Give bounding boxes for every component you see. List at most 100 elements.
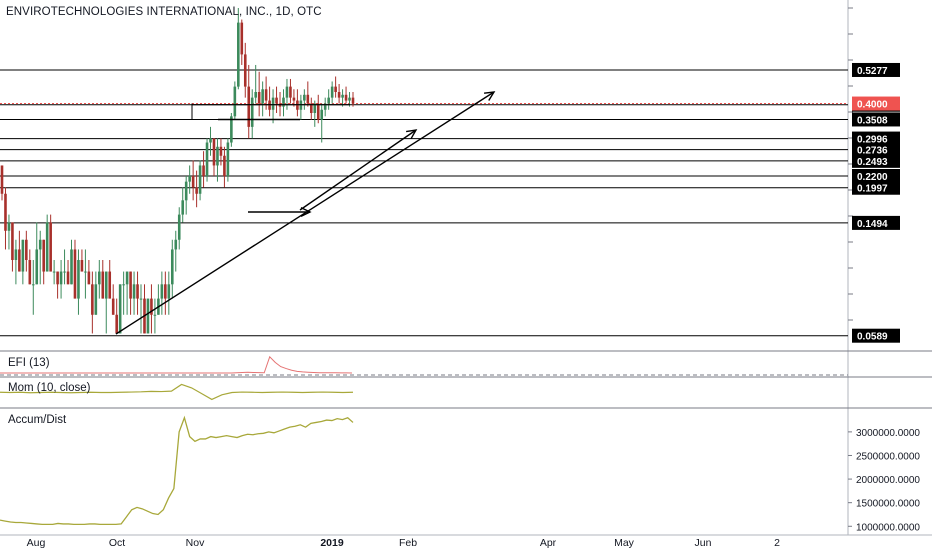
x-axis-tick-label: Jun (695, 537, 712, 549)
current-price-text: 0.4000 (857, 100, 888, 111)
candle-body (52, 271, 56, 273)
x-axis-tick-label: Aug (27, 537, 46, 549)
candle-body (146, 298, 150, 334)
price-label-text: 0.1494 (857, 219, 888, 230)
candle-body (219, 146, 223, 156)
candle-body (111, 298, 115, 315)
candle-body (18, 249, 21, 272)
candle-body (56, 271, 59, 285)
candle-body (59, 271, 63, 285)
candle-body (66, 271, 70, 285)
price-label-text: 0.2736 (857, 146, 888, 157)
arrow-head (406, 129, 418, 140)
candle-body (351, 97, 355, 104)
candle-body (150, 298, 153, 315)
candle-body (4, 193, 7, 231)
x-axis-tick-label: May (614, 537, 635, 549)
candle-body (337, 92, 341, 98)
candle-body (63, 271, 66, 273)
price-label-box (852, 328, 900, 343)
candle-body (132, 284, 136, 299)
candle-body (254, 92, 257, 98)
price-level-label: 0.1997 (852, 180, 900, 195)
arrow-head (483, 91, 496, 101)
candle-body (73, 249, 77, 299)
candle-body (177, 214, 181, 240)
ad-axis-tick-label: 2000000.0000 (856, 475, 920, 486)
candle-body (289, 86, 292, 98)
price-label-box (852, 215, 900, 230)
candle-body (198, 165, 202, 194)
arrow-shaft (115, 91, 495, 335)
price-label-box (852, 180, 900, 195)
candle-body (160, 284, 164, 299)
candle-body (348, 97, 351, 101)
candle-body (237, 22, 240, 87)
ad-axis-tick-label: 2500000.0000 (856, 451, 920, 462)
price-label-box (852, 62, 900, 77)
candle-body (250, 97, 254, 127)
candle-body (87, 271, 91, 285)
candle-body (91, 284, 94, 315)
candle-body (327, 97, 330, 104)
efi-line (160, 355, 353, 374)
x-axis-tick-label: 2019 (320, 537, 344, 549)
current-price-label: 0.4000 (852, 96, 900, 111)
candle-body (282, 97, 285, 107)
candle-body (226, 142, 230, 176)
candle-body (285, 86, 289, 98)
candle-body (11, 222, 14, 260)
candle-body (292, 97, 296, 101)
candle-body (240, 22, 244, 55)
candle-body (223, 155, 226, 176)
price-label-text: 0.0589 (857, 332, 888, 343)
price-level-label: 0.3508 (852, 112, 900, 127)
x-axis-tick-label: 2 (774, 537, 780, 549)
candle-body (209, 138, 212, 143)
candle-body (38, 239, 42, 250)
candle-body (313, 103, 317, 113)
trend-arrow-long (115, 91, 496, 335)
candle-body (309, 103, 313, 113)
candle-body (243, 54, 247, 87)
price-label-box (852, 169, 900, 183)
candle-body (181, 200, 185, 215)
price-label-box (852, 142, 900, 157)
price-label-text: 0.2200 (857, 172, 888, 183)
x-axis-tick-label: Nov (186, 537, 205, 549)
trend-arrow-short (299, 129, 418, 211)
candle-body (0, 165, 4, 194)
candle-body (334, 86, 337, 92)
x-axis-tick-label: Apr (540, 537, 557, 549)
candle-body (195, 187, 198, 194)
candle-body (320, 109, 324, 120)
candle-body (257, 92, 261, 104)
candle-body (104, 271, 108, 299)
candle-body (129, 271, 132, 299)
candle-body (275, 97, 278, 104)
candle-body (45, 222, 49, 272)
candle-body (118, 284, 122, 334)
candle-body (31, 284, 35, 286)
candle-body (261, 89, 264, 104)
candle-body (316, 103, 320, 120)
price-level-label: 0.5277 (852, 62, 900, 77)
price-label-text: 0.1997 (857, 184, 888, 195)
candle-body (94, 284, 98, 315)
price-level-label: 0.2493 (852, 153, 900, 168)
ad-axis-tick-label: 3000000.0000 (856, 428, 920, 439)
candle-body (164, 284, 167, 299)
candle-body (122, 284, 125, 286)
candle-body (170, 249, 174, 285)
arrow-shaft (299, 129, 417, 211)
price-label-text: 0.2493 (857, 157, 888, 168)
price-level-label: 0.0589 (852, 328, 900, 343)
candle-body (202, 165, 205, 176)
price-label-text: 0.5277 (857, 66, 888, 77)
arrow-head (300, 207, 312, 217)
accum-dist-line (0, 415, 354, 526)
candle-body (25, 239, 28, 260)
candle-body (84, 271, 87, 273)
candle-body (230, 116, 233, 143)
